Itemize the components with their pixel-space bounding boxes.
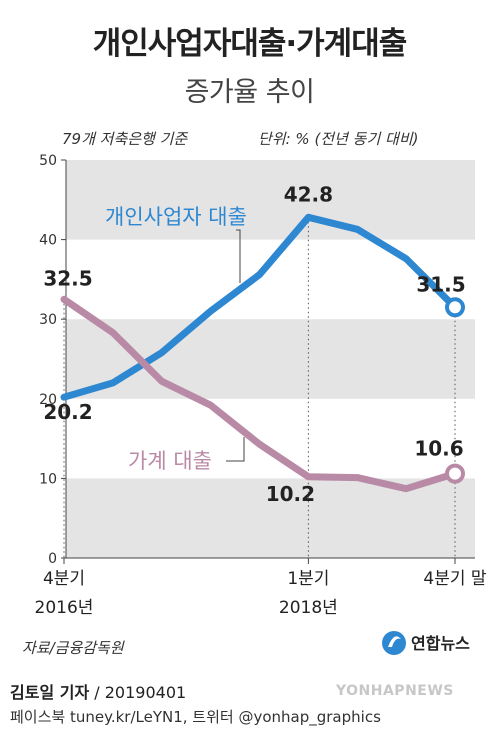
- chart-title: 개인사업자대출·가계대출: [92, 26, 408, 62]
- publish-date: / 20190401: [89, 683, 187, 702]
- data-label: 31.5: [416, 272, 465, 296]
- y-tick-label: 30: [39, 312, 57, 328]
- x-tick-label: 1분기: [287, 569, 329, 589]
- series-name-leader: [226, 437, 245, 462]
- data-label: 10.6: [414, 437, 463, 461]
- author-name: 김토일 기자: [10, 683, 90, 702]
- series-name-leader: [236, 229, 241, 283]
- yonhap-logo: 연합뉴스: [380, 625, 490, 661]
- end-point-marker: [445, 463, 465, 484]
- y-tick-label: 50: [39, 153, 57, 169]
- basis-note: 79개 저축은행 기준: [62, 130, 188, 148]
- y-tick-label: 10: [39, 471, 57, 487]
- end-point-marker: [445, 297, 465, 318]
- watermark: YONHAPNEWS: [336, 683, 454, 699]
- grid-band: [66, 319, 475, 399]
- source-note: 자료/금융감독원: [22, 639, 124, 657]
- series-line-business-loan: [60, 213, 459, 401]
- y-tick-label: 0: [48, 551, 57, 567]
- logo-text: 연합뉴스: [411, 634, 470, 653]
- x-tick-label-year: 2016년: [35, 598, 94, 618]
- y-tick-label: 40: [39, 233, 57, 249]
- data-label: 10.2: [266, 482, 315, 506]
- series-name-business-loan: 개인사업자 대출: [105, 205, 247, 229]
- chart-subtitle: 증가율 추이: [184, 77, 315, 108]
- credit-line: 김토일 기자 / 20190401: [10, 679, 186, 703]
- x-tick-label-year: 2018년: [279, 598, 338, 618]
- social-links: 페이스북 tuney.kr/LeYN1, 트위터 @yonhap_graphic…: [10, 708, 381, 726]
- data-label: 42.8: [284, 182, 333, 206]
- x-tick-label: 4분기 말: [423, 569, 486, 589]
- logo-swirl-icon: [388, 636, 401, 647]
- grid-band: [66, 160, 475, 240]
- x-tick-label: 4분기: [43, 569, 85, 589]
- series-line-household-loan: [60, 295, 459, 493]
- series-name-household-loan: 가계 대출: [128, 449, 212, 473]
- y-tick-label: 20: [39, 392, 57, 408]
- data-label: 32.5: [43, 266, 92, 290]
- data-label: 20.2: [43, 400, 92, 424]
- logo-circle-icon: [382, 631, 406, 655]
- unit-note: 단위: % (전년 동기 대비): [258, 130, 419, 148]
